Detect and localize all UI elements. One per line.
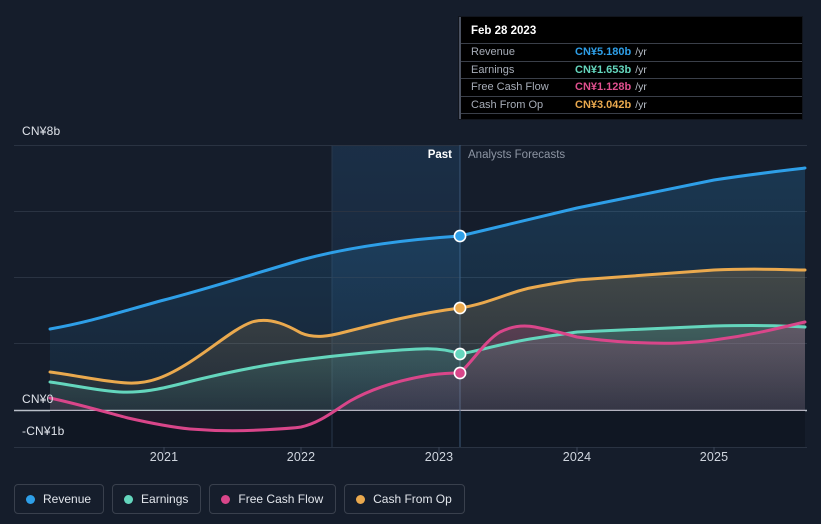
legend-item-revenue[interactable]: Revenue [14, 484, 105, 514]
tooltip-row-cash-from-op: Cash From Op CN¥3.042b /yr [461, 95, 802, 114]
tooltip-value-cash-from-op: CN¥3.042b [575, 98, 632, 111]
tooltip-label-cash-from-op: Cash From Op [471, 98, 544, 111]
legend-label-earnings: Earnings [141, 492, 189, 506]
tooltip-label-earnings: Earnings [471, 63, 515, 76]
legend-dot-revenue-icon [26, 494, 35, 504]
tooltip-label-revenue: Revenue [471, 46, 516, 59]
y-axis-label-negative: -CN¥1b [22, 424, 65, 438]
data-point-tooltip: Feb 28 2023 Revenue CN¥5.180b /yr Earnin… [459, 17, 802, 119]
line-cash-from-op[interactable] [48, 267, 807, 385]
legend-label-cash-from-op: Cash From Op [373, 492, 452, 506]
marker-free-cash-flow[interactable] [453, 366, 467, 380]
y-axis-label-top: CN¥8b [22, 124, 61, 138]
legend-label-revenue: Revenue [43, 492, 92, 506]
tooltip-row-revenue: Revenue CN¥5.180b /yr [461, 43, 802, 61]
y-axis-label-zero: CN¥0 [22, 392, 54, 406]
tooltip-unit-cash-from-op: /yr [635, 98, 647, 111]
tooltip-unit-free-cash-flow: /yr [635, 81, 647, 94]
tooltip-row-free-cash-flow: Free Cash Flow CN¥1.128b /yr [461, 78, 802, 96]
x-axis-ticks [163, 447, 715, 453]
line-earnings[interactable] [48, 324, 807, 394]
tooltip-date: Feb 28 2023 [471, 25, 537, 37]
tooltip-unit-revenue: /yr [635, 46, 647, 59]
hover-markers [453, 229, 467, 380]
legend-dot-free-cash-flow-icon [221, 494, 231, 504]
legend-dot-cash-from-op-icon [356, 494, 366, 504]
legend-label-free-cash-flow: Free Cash Flow [238, 492, 324, 506]
x-axis-label-2024: 2024 [562, 450, 592, 464]
line-free-cash-flow[interactable] [48, 320, 807, 433]
x-axis-label-2022: 2022 [286, 450, 316, 464]
chart-legend: Revenue Earnings Free Cash Flow Cash Fro… [14, 484, 465, 514]
tooltip-value-revenue: CN¥5.180b [575, 46, 632, 59]
x-axis-label-2023: 2023 [424, 450, 454, 464]
tooltip-unit-earnings: /yr [635, 63, 647, 76]
past-period-label: Past [427, 149, 452, 161]
analysts-forecasts-label: Analysts Forecasts [468, 149, 566, 161]
line-revenue[interactable] [48, 166, 807, 331]
tooltip-label-free-cash-flow: Free Cash Flow [471, 81, 549, 94]
legend-dot-earnings-icon [124, 494, 134, 504]
tooltip-value-earnings: CN¥1.653b [575, 63, 632, 76]
marker-cash-from-op[interactable] [453, 301, 467, 315]
tooltip-value-free-cash-flow: CN¥1.128b [575, 81, 632, 94]
legend-item-free-cash-flow[interactable]: Free Cash Flow [209, 484, 337, 514]
tooltip-footer [461, 113, 802, 119]
marker-revenue[interactable] [453, 229, 467, 243]
marker-earnings[interactable] [453, 347, 467, 361]
x-axis-label-2025: 2025 [699, 450, 729, 464]
legend-item-earnings[interactable]: Earnings [112, 484, 202, 514]
tooltip-row-earnings: Earnings CN¥1.653b /yr [461, 60, 802, 79]
legend-item-cash-from-op[interactable]: Cash From Op [344, 484, 465, 514]
x-axis-label-2021: 2021 [149, 450, 179, 464]
